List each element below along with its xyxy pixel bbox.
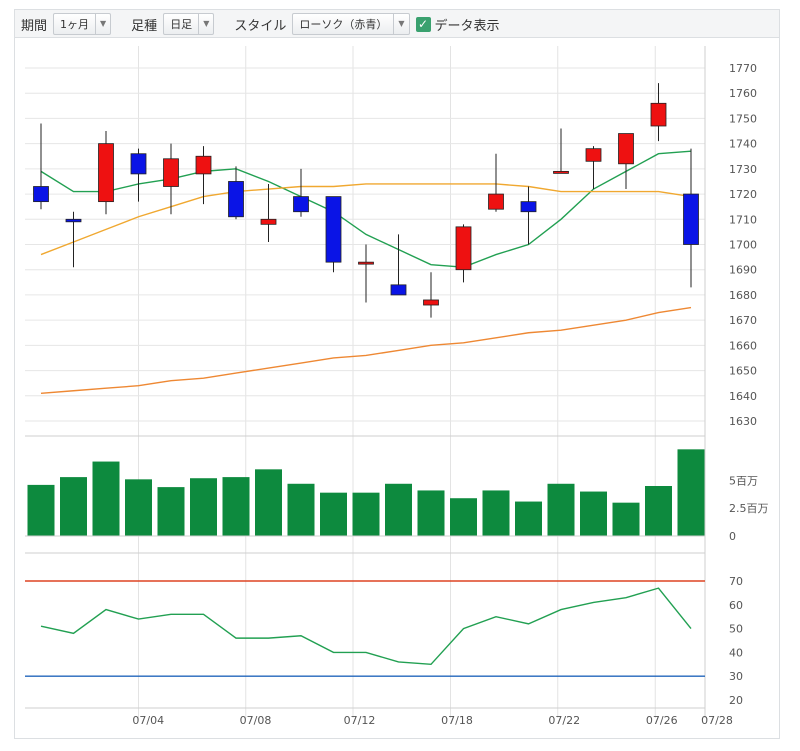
price-tick-label: 1700 [729,239,757,252]
oscillator-tick-label: 50 [729,623,743,636]
oscillator-tick-label: 40 [729,646,743,659]
volume-bar [450,498,477,536]
candle-up [650,102,667,127]
candle-up [163,158,179,187]
show-data-label[interactable]: データ表示 [434,18,500,34]
period-label: 期間 [21,18,48,34]
candle-up [260,218,277,225]
price-tick-label: 1710 [729,213,757,226]
chart-frame: 1630 1640 1650 1660 1670 1680 1690 1700 1710 1720… [14,37,780,739]
price-tick-label: 1650 [729,365,757,378]
volume-bar [580,491,607,536]
volume-bar [255,469,282,536]
volume-bar [320,492,347,536]
moving-average-line-3 [40,306,692,394]
candle-up [488,193,504,210]
volume-bar [612,502,640,536]
oscillator-tick-label: 20 [729,694,743,707]
candle-up [98,143,114,203]
date-tick-label: 07/08 [240,714,272,727]
volume-tick-label: 5百万 [729,474,758,487]
period-select[interactable]: 1ヶ月 ▼ [53,13,112,35]
candle-down [325,196,342,263]
candle-up [195,155,212,175]
candle-down [293,196,309,213]
date-tick-label: 07/12 [344,714,376,727]
date-tick-label: 07/26 [646,714,678,727]
date-tick-label: 07/18 [441,714,473,727]
price-tick-label: 1640 [729,390,757,403]
price-tick-label: 1630 [729,415,757,428]
volume-bar [222,477,250,536]
show-data-checkbox[interactable]: ✓ [415,16,431,32]
candle-up [358,261,374,265]
price-tick-label: 1690 [729,264,757,277]
bar-type-select-value: 日足 [170,18,193,31]
volume-bar [677,449,705,536]
volume-bar [482,490,510,536]
volume-bar [60,477,87,536]
price-tick-label: 1770 [729,62,757,75]
volume-bar [92,461,120,536]
volume-bar [352,492,380,536]
stock-chart: 1630 1640 1650 1660 1670 1680 1690 1700 1710 1720… [25,46,769,727]
candle-up [455,226,472,271]
candle-down [33,186,49,203]
volume-tick-label: 2.5百万 [729,502,769,515]
candle-down [130,153,147,175]
candle-up [618,133,634,165]
date-tick-label: 07/04 [132,714,164,727]
style-select-value: ローソク（赤青） [299,18,388,31]
period-select-value: 1ヶ月 [60,18,90,31]
volume-bar [125,479,152,536]
chevron-down-icon: ▼ [393,14,405,34]
candle-up [585,148,602,162]
oscillator-tick-label: 60 [729,599,743,612]
price-tick-label: 1680 [729,289,757,302]
price-tick-label: 1660 [729,339,757,352]
date-tick-label: 07/22 [548,714,580,727]
volume-bar [287,483,315,536]
candle-down [65,218,82,223]
volume-bar [190,478,217,536]
style-select[interactable]: ローソク（赤青） ▼ [292,13,410,35]
volume-bar [385,483,412,536]
moving-average-line-2 [40,183,692,256]
volume-bar [27,484,55,536]
price-tick-label: 1740 [729,138,757,151]
volume-bar [515,501,542,536]
chart-toolbar: 期間 1ヶ月 ▼ 足種 日足 ▼ スタイル ローソク（赤青） ▼ ✓ データ表示 [14,9,780,38]
chevron-down-icon: ▼ [198,14,209,34]
volume-bar [157,487,185,536]
candle-down [228,181,244,218]
candle-down [390,284,407,296]
price-tick-label: 1730 [729,163,757,176]
bar-type-label: 足種 [131,18,158,34]
price-tick-label: 1760 [729,87,757,100]
price-tick-label: 1750 [729,112,757,125]
style-label: スタイル [234,18,287,34]
volume-tick-label: 0 [729,530,736,543]
bar-type-select[interactable]: 日足 ▼ [163,13,215,35]
candle-up [553,170,569,174]
oscillator-line [40,587,692,666]
price-tick-label: 1670 [729,314,757,327]
price-tick-label: 1720 [729,188,757,201]
volume-bar [645,486,672,536]
candle-down [520,201,537,213]
candle-up [423,299,439,306]
moving-average-line-1 [40,150,692,268]
volume-bar [547,483,575,536]
oscillator-tick-label: 30 [729,670,743,683]
volume-bar [417,490,445,536]
candle-down [683,193,699,245]
chevron-down-icon: ▼ [95,14,106,34]
date-tick-label: 07/28 [701,714,733,727]
check-icon: ✓ [417,16,429,31]
oscillator-tick-label: 70 [729,575,743,588]
